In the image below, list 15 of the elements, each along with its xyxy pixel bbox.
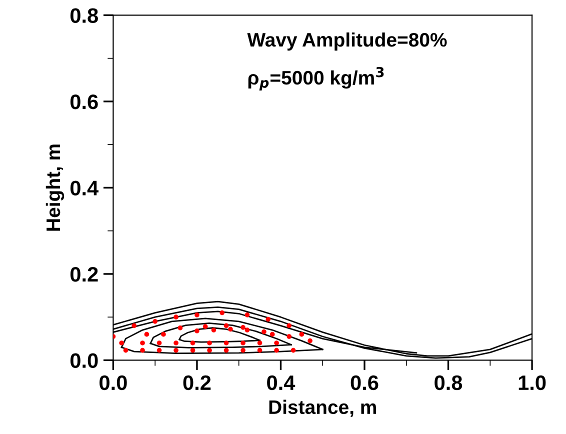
- y-axis-title: Height, m: [46, 144, 64, 231]
- x-tick-label: 0.6: [350, 375, 378, 390]
- x-axis-title: Distance, m: [269, 400, 376, 417]
- annotation: ρ$_{p}$=5000 kg/m$^{3}$: [248, 66, 384, 91]
- y-tick-label: 0.2: [70, 266, 98, 282]
- x-tick-label: 0.4: [267, 375, 296, 390]
- annotation: Wavy Amplitude=80%: [247, 32, 447, 51]
- y-tick-label: 0.6: [70, 94, 98, 110]
- x-tick-label: 0.2: [183, 375, 211, 390]
- x-tick-label: 1.0: [518, 375, 546, 390]
- x-tick-label: 0.0: [100, 375, 127, 390]
- x-tick-label: 0.8: [434, 375, 462, 390]
- y-tick-label: 0.8: [70, 8, 98, 23]
- y-tick-label: 0.4: [70, 180, 99, 196]
- y-tick-label: 0.0: [70, 353, 98, 368]
